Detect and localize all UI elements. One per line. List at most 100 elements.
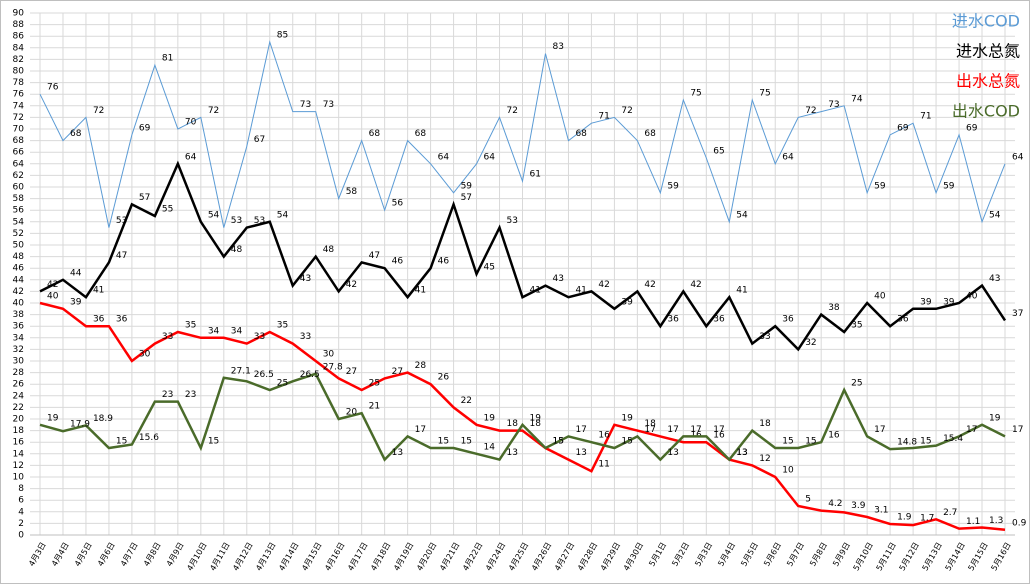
data-label: 0.9 — [1012, 518, 1027, 528]
y-tick-label: 78 — [13, 78, 25, 88]
series-line — [39, 372, 1006, 462]
data-label: 53 — [116, 216, 127, 226]
data-label: 75 — [690, 89, 701, 99]
data-label: 5 — [805, 495, 811, 505]
data-label: 64 — [1012, 152, 1024, 162]
y-tick-label: 52 — [13, 229, 24, 239]
data-label: 68 — [415, 129, 427, 139]
y-tick-label: 46 — [13, 264, 25, 274]
data-label: 18 — [507, 419, 519, 429]
data-label: 83 — [552, 42, 563, 52]
y-tick-label: 16 — [13, 438, 25, 448]
data-label: 19 — [621, 413, 633, 423]
y-tick-label: 58 — [13, 194, 25, 204]
data-label: 54 — [208, 210, 220, 220]
data-label: 35 — [185, 321, 196, 331]
y-tick-label: 74 — [13, 101, 25, 111]
data-label: 72 — [93, 106, 104, 116]
data-label: 75 — [759, 89, 770, 99]
data-label: 59 — [874, 181, 886, 191]
y-tick-label: 8 — [18, 484, 24, 494]
data-label: 10 — [782, 466, 794, 476]
data-label: 17 — [690, 425, 701, 435]
data-label: 16 — [713, 431, 725, 441]
data-label: 33 — [300, 332, 311, 342]
series-line — [39, 301, 1006, 532]
y-tick-label: 0 — [18, 531, 24, 541]
data-label: 27.8 — [323, 362, 343, 372]
legend-entry: 出水COD — [952, 102, 1020, 121]
data-label: 39 — [920, 297, 932, 307]
data-label: 40 — [874, 292, 886, 302]
data-label: 69 — [897, 123, 909, 133]
data-label: 36 — [116, 315, 128, 325]
data-label: 35 — [851, 321, 862, 331]
data-label: 27 — [346, 367, 357, 377]
data-label: 25 — [277, 379, 288, 389]
data-label: 14 — [484, 442, 496, 452]
data-label: 46 — [392, 257, 404, 267]
data-label: 26.5 — [254, 370, 274, 380]
data-label: 19 — [989, 413, 1001, 423]
data-label: 56 — [392, 199, 404, 209]
data-label: 1.1 — [966, 517, 980, 527]
data-label: 16 — [828, 431, 840, 441]
data-label: 26 — [438, 373, 450, 383]
data-label: 65 — [713, 147, 724, 157]
data-label: 36 — [93, 315, 105, 325]
y-tick-label: 34 — [13, 333, 25, 343]
data-label: 34 — [208, 326, 220, 336]
data-label: 42 — [47, 280, 58, 290]
y-tick-label: 76 — [13, 90, 25, 100]
data-label: 70 — [185, 118, 197, 128]
y-tick-label: 4 — [18, 507, 24, 517]
y-tick-label: 72 — [13, 113, 24, 123]
data-label: 40 — [966, 292, 978, 302]
data-label: 34 — [231, 326, 243, 336]
data-label: 53 — [254, 216, 265, 226]
data-label: 53 — [231, 216, 242, 226]
legend-entry: 出水总氮 — [956, 72, 1020, 91]
data-label: 42 — [346, 280, 357, 290]
data-label: 15.6 — [139, 433, 159, 443]
y-tick-label: 60 — [13, 183, 25, 193]
data-label: 25 — [369, 379, 380, 389]
data-label: 68 — [369, 129, 381, 139]
data-label: 69 — [139, 123, 151, 133]
data-label: 18 — [759, 419, 771, 429]
data-label: 17 — [415, 425, 426, 435]
data-label: 61 — [530, 170, 541, 180]
y-tick-label: 28 — [13, 368, 25, 378]
data-label: 67 — [254, 135, 265, 145]
data-label: 3.1 — [874, 506, 888, 516]
data-label: 64 — [185, 152, 197, 162]
data-label: 19 — [484, 413, 496, 423]
data-label: 13 — [736, 448, 747, 458]
data-label: 71 — [598, 112, 609, 122]
data-label: 43 — [552, 274, 563, 284]
data-label: 39 — [70, 297, 82, 307]
data-label: 28 — [415, 361, 427, 371]
data-label: 25 — [851, 379, 862, 389]
series-line — [39, 160, 1007, 352]
data-label: 48 — [231, 245, 243, 255]
data-label: 1.7 — [920, 514, 934, 524]
y-tick-label: 2 — [18, 519, 24, 529]
data-label: 15 — [621, 437, 632, 447]
data-label: 17 — [713, 425, 724, 435]
data-label: 17 — [874, 425, 885, 435]
data-label: 36 — [897, 315, 909, 325]
data-label: 15 — [438, 437, 449, 447]
data-label: 36 — [667, 315, 679, 325]
y-tick-label: 10 — [13, 473, 25, 483]
data-label: 23 — [162, 390, 173, 400]
data-label: 42 — [598, 280, 609, 290]
data-label: 53 — [507, 216, 518, 226]
data-label: 22 — [461, 396, 472, 406]
y-tick-label: 84 — [13, 43, 25, 53]
data-label: 36 — [713, 315, 725, 325]
y-tick-label: 40 — [13, 299, 25, 309]
y-tick-label: 42 — [13, 287, 24, 297]
y-tick-label: 38 — [13, 310, 25, 320]
y-tick-label: 64 — [13, 159, 25, 169]
